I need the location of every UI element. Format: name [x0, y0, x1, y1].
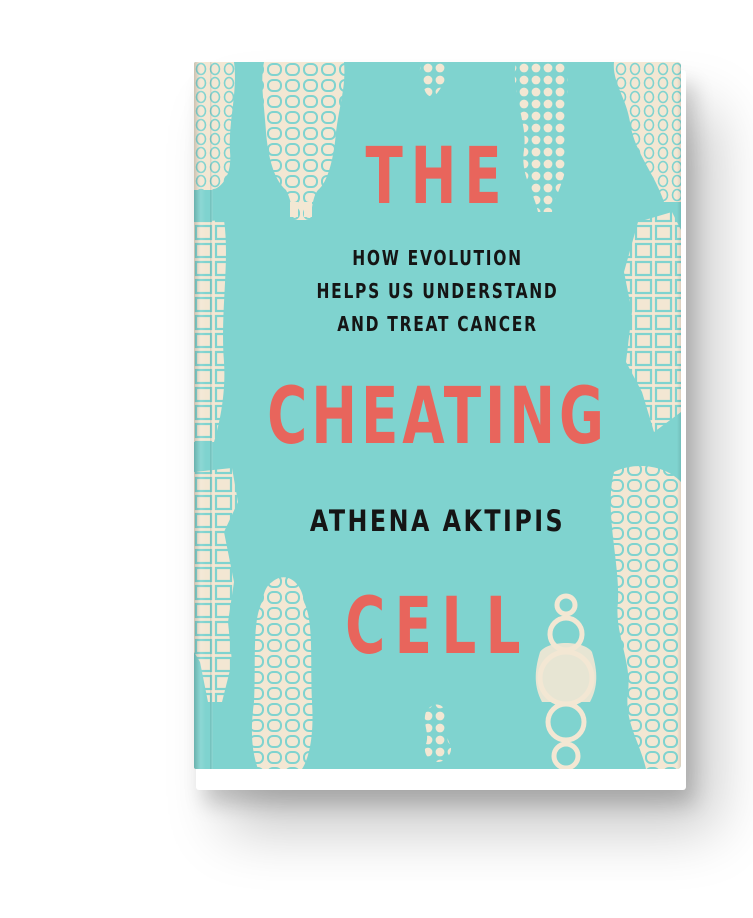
book-cover: THE HOW EVOLUTION HELPS US UNDERSTAND AN…	[194, 62, 681, 769]
subtitle-line-1: HOW EVOLUTION	[352, 246, 523, 270]
author-name: ATHENA AKTIPIS	[309, 504, 566, 538]
page-edge	[677, 62, 681, 769]
title-cheating: CHEATING	[267, 372, 608, 462]
subtitle-line-2: HELPS US UNDERSTAND	[316, 279, 559, 303]
cell-figures-illustration	[194, 62, 681, 769]
subtitle-line-3: AND TREAT CANCER	[337, 312, 538, 336]
title-the: THE	[365, 132, 510, 222]
title-cell: CELL	[345, 582, 530, 672]
subtitle: HOW EVOLUTION HELPS US UNDERSTAND AND TR…	[194, 242, 681, 341]
